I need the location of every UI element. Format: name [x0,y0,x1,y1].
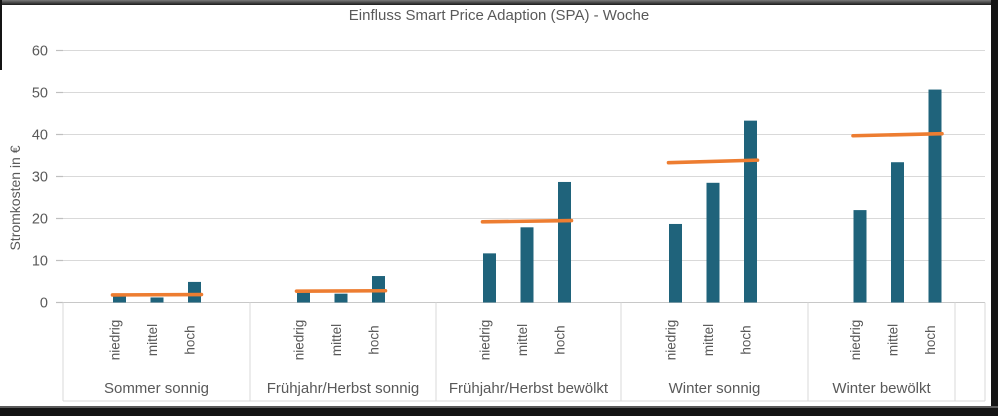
bar-niedrig [669,223,682,303]
group-label: Winter bewölkt [832,380,931,397]
bar-hoch [744,120,757,303]
bar-niedrig [483,253,496,303]
group-label: Winter sonnig [669,380,761,397]
sub-category-label: mittel [515,324,530,356]
bar-mittel [520,227,534,303]
y-tick-label: 40 [32,128,48,144]
spa-reference-line [480,218,574,224]
group-label: Frühjahr/Herbst bewölkt [449,380,609,397]
sub-category-label: mittel [886,324,901,356]
sub-category-label: mittel [329,324,344,356]
window-frame-bottom [0,406,998,416]
bar-mittel [891,162,904,303]
spa-reference-line [851,131,944,138]
bar-niedrig [297,292,310,303]
sub-category-label: niedrig [848,320,863,361]
bar-mittel [334,293,348,303]
spa-reference-line [666,158,760,165]
y-tick-label: 60 [32,44,48,60]
y-tick-label: 10 [32,254,48,270]
chart-title: Einfluss Smart Price Adaption (SPA) - Wo… [348,7,650,24]
y-tick-label: 30 [32,170,48,186]
sub-category-label: niedrig [478,320,493,361]
bar-mittel [150,297,164,303]
group-label: Sommer sonnig [104,380,209,397]
y-tick-label: 20 [32,212,48,228]
sub-category-label: hoch [553,325,568,354]
sub-category-label: hoch [367,325,382,354]
sub-category-label: mittel [145,324,160,356]
group-label: Frühjahr/Herbst sonnig [267,380,420,397]
bar-hoch [558,181,571,303]
bar-mittel [706,182,720,303]
bar-hoch [928,89,942,303]
window-frame-left [0,0,2,70]
bar-niedrig [853,210,867,303]
sub-category-label: hoch [923,325,938,354]
sub-category-label: mittel [701,324,716,356]
window-frame-right [991,0,998,416]
y-tick-label: 50 [32,86,48,102]
bar-hoch [188,281,201,303]
sub-category-label: niedrig [292,320,307,361]
window-frame-top [0,0,998,5]
sub-category-label: hoch [739,325,754,354]
sub-category-label: hoch [183,325,198,354]
sub-category-label: niedrig [108,320,123,361]
y-tick-label: 0 [40,296,48,312]
sub-category-label: niedrig [664,320,679,361]
bar-niedrig [113,296,126,303]
